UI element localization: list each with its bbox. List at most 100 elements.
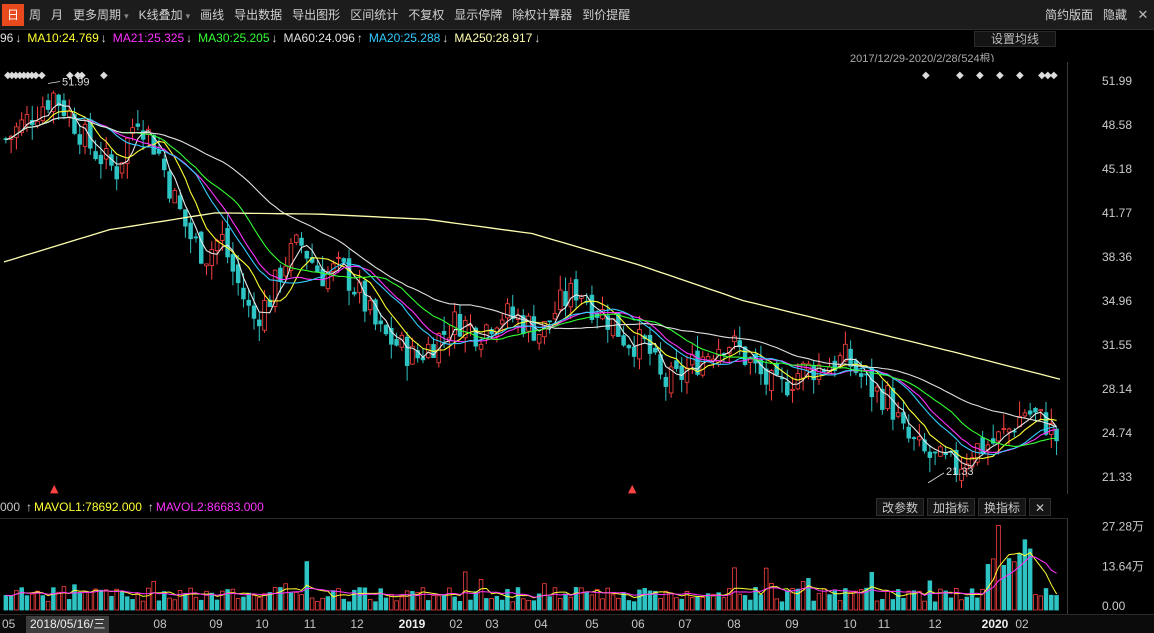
event-marker-icon[interactable]: ◆ bbox=[28, 70, 36, 81]
volume-bar bbox=[521, 598, 526, 611]
hide-button[interactable]: 隐藏 bbox=[1102, 7, 1127, 22]
candle bbox=[373, 297, 378, 331]
period-month-label: 月 bbox=[51, 7, 64, 22]
volume-bar bbox=[959, 599, 964, 611]
price-tick-label: 38.36 bbox=[1102, 250, 1133, 265]
trend-arrow-icon: ↓ bbox=[100, 31, 107, 45]
dividend-marker-icon[interactable]: ▲ bbox=[628, 482, 637, 494]
trend-arrow-icon: ↓ bbox=[186, 31, 193, 45]
ex-right-calc-button[interactable]: 除权计算器 bbox=[507, 4, 577, 26]
volume-bar bbox=[425, 600, 431, 611]
period-week-button[interactable]: 周 bbox=[24, 4, 46, 26]
candle bbox=[932, 451, 938, 466]
candle bbox=[917, 423, 922, 447]
volume-bar bbox=[917, 590, 922, 611]
event-marker-icon[interactable]: ◆ bbox=[4, 70, 12, 81]
volume-tool-button[interactable]: 加指标 bbox=[927, 498, 976, 516]
volume-bar bbox=[183, 593, 188, 611]
ma-legend-item: MA10:24.769 ↓ bbox=[27, 31, 106, 45]
event-marker-icon[interactable]: ◆ bbox=[100, 70, 108, 81]
range-stats-button[interactable]: 区间统计 bbox=[345, 4, 403, 26]
event-marker-icon[interactable]: ◆ bbox=[16, 70, 24, 81]
volume-tool-button[interactable]: 换指标 bbox=[978, 498, 1027, 516]
export-data-button[interactable]: 导出数据 bbox=[229, 4, 287, 26]
event-marker-icon[interactable]: ◆ bbox=[66, 70, 74, 81]
volume-bar bbox=[563, 593, 568, 611]
volume-tool-button[interactable]: 改参数 bbox=[876, 498, 925, 516]
event-marker-icon[interactable]: ◆ bbox=[956, 70, 964, 81]
volume-tick-label: 0.00 bbox=[1102, 599, 1126, 613]
volume-bar bbox=[293, 591, 299, 611]
event-marker-icon[interactable]: ◆ bbox=[38, 70, 46, 81]
event-marker-icon[interactable]: ◆ bbox=[1016, 70, 1024, 81]
draw-line-button[interactable]: 画线 bbox=[195, 4, 229, 26]
event-marker-icon[interactable]: ◆ bbox=[976, 70, 984, 81]
no-adjust-button[interactable]: 不复权 bbox=[403, 4, 449, 26]
volume-bar bbox=[415, 592, 420, 611]
volume-bar bbox=[1033, 594, 1038, 611]
export-chart-button[interactable]: 导出图形 bbox=[287, 4, 345, 26]
candle bbox=[1027, 402, 1033, 417]
volume-bar bbox=[193, 596, 199, 611]
volume-bar bbox=[827, 594, 832, 611]
volume-bar bbox=[1038, 595, 1043, 611]
close-icon[interactable]: ✕ bbox=[1137, 6, 1149, 22]
volume-left-value: 000 bbox=[0, 500, 21, 514]
more-periods-button[interactable]: 更多周期 ▾ bbox=[68, 4, 134, 26]
event-marker-icon[interactable]: ◆ bbox=[1038, 70, 1046, 81]
trend-arrow-icon: ↑ bbox=[26, 500, 33, 514]
candle bbox=[283, 256, 288, 283]
volume-close-icon[interactable]: ✕ bbox=[1029, 498, 1052, 516]
price-tick-label: 48.58 bbox=[1102, 118, 1133, 133]
simple-layout-button[interactable]: 简约版面 bbox=[1044, 7, 1093, 22]
ma-legend-item: MA30:25.205 ↓ bbox=[198, 31, 277, 45]
event-marker-icon[interactable]: ◆ bbox=[1050, 70, 1058, 81]
period-day-label: 日 bbox=[7, 7, 20, 22]
price-tick-label: 28.14 bbox=[1102, 382, 1133, 397]
volume-bar bbox=[288, 592, 294, 611]
event-marker-icon[interactable]: ◆ bbox=[32, 70, 40, 81]
volume-bar bbox=[536, 593, 542, 611]
volume-bar bbox=[198, 599, 204, 611]
event-marker-icon[interactable]: ◆ bbox=[996, 70, 1004, 81]
candle bbox=[668, 362, 674, 398]
show-suspension-button[interactable]: 显示停牌 bbox=[449, 4, 507, 26]
event-marker-icon[interactable]: ◆ bbox=[1044, 70, 1052, 81]
event-marker-icon[interactable]: ◆ bbox=[24, 70, 32, 81]
volume-bar bbox=[367, 599, 373, 611]
candle bbox=[954, 441, 959, 483]
event-marker-icon[interactable]: ◆ bbox=[922, 70, 930, 81]
month-tick-label: 2019 bbox=[398, 617, 426, 631]
period-month-button[interactable]: 月 bbox=[46, 4, 68, 26]
event-marker-icon[interactable]: ◆ bbox=[20, 70, 28, 81]
event-marker-icon[interactable]: ◆ bbox=[12, 70, 20, 81]
volume-bar bbox=[468, 599, 473, 611]
volume-bar bbox=[932, 601, 938, 611]
volume-bar bbox=[774, 598, 779, 611]
event-marker-icon[interactable]: ◆ bbox=[8, 70, 16, 81]
volume-bar bbox=[484, 598, 489, 611]
volume-chart[interactable] bbox=[0, 518, 1068, 614]
month-tick-label: 02 bbox=[449, 617, 463, 631]
candle bbox=[558, 275, 563, 314]
dividend-marker-icon[interactable]: ▲ bbox=[50, 482, 59, 494]
candle bbox=[14, 122, 19, 150]
volume-bar bbox=[911, 590, 917, 611]
candle bbox=[394, 332, 399, 347]
kline-overlay-button[interactable]: K线叠加 ▾ bbox=[134, 4, 196, 26]
volume-bar bbox=[901, 597, 906, 611]
volume-bar bbox=[151, 580, 156, 611]
period-day-button[interactable]: 日 bbox=[2, 3, 25, 26]
volume-bar bbox=[262, 593, 267, 611]
volume-bar bbox=[922, 600, 927, 611]
event-marker-icon[interactable]: ◆ bbox=[78, 70, 86, 81]
volume-bar bbox=[357, 587, 362, 611]
mavol1-line bbox=[5, 551, 1058, 599]
settings-ma-button[interactable]: 设置均线 bbox=[974, 31, 1056, 47]
candle bbox=[626, 343, 632, 356]
price-alert-button[interactable]: 到价提醒 bbox=[577, 4, 635, 26]
event-marker-icon[interactable]: ◆ bbox=[74, 70, 82, 81]
volume-bar bbox=[848, 591, 853, 611]
month-tick-label: 11 bbox=[303, 617, 317, 631]
